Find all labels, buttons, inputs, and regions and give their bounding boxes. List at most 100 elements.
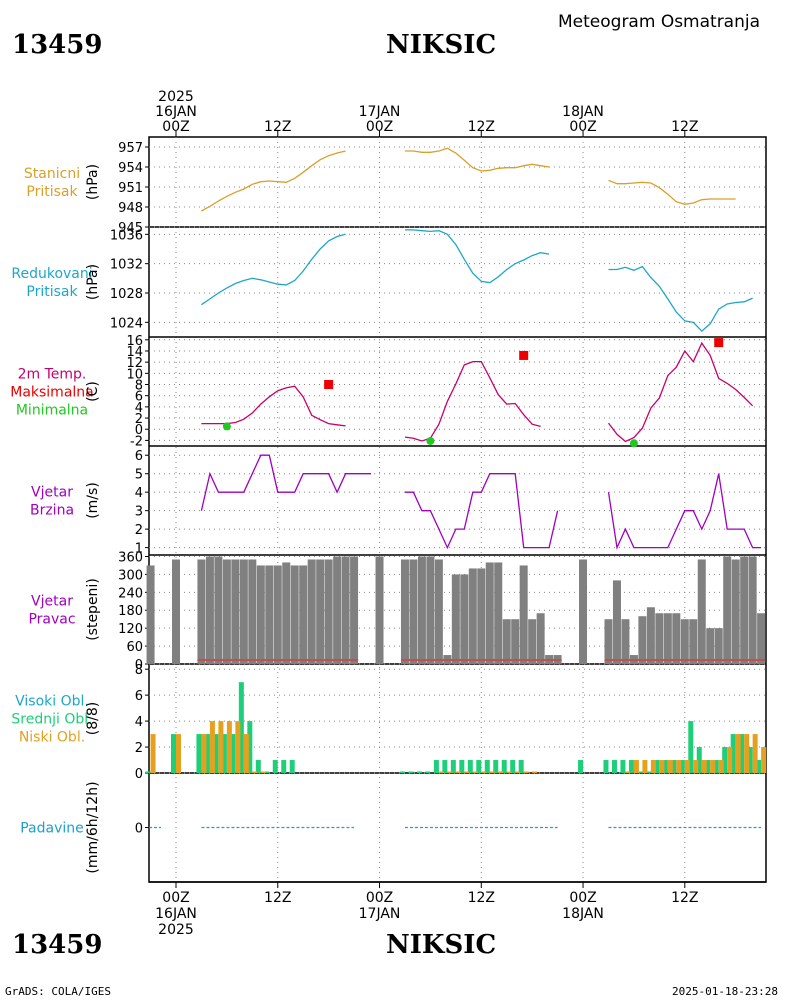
cloud-mid-bar: [739, 734, 745, 773]
cloud-mid-bar: [679, 760, 685, 773]
direction-bar: [731, 559, 740, 664]
tmin-marker: [426, 436, 435, 445]
cloud-mid-bar: [467, 760, 473, 773]
direction-bar: [468, 568, 477, 664]
value-tick-label: 8: [135, 663, 143, 678]
cloud-low-bar: [218, 721, 224, 773]
cloud-mid-bar: [171, 734, 176, 773]
panel-unit: (m/s): [85, 482, 101, 519]
cloud-mid-bar: [230, 734, 236, 773]
series-line-station_pressure-2: [608, 179, 736, 205]
cloud-low-bar: [447, 771, 453, 773]
value-tick-label: -2: [130, 434, 143, 449]
cloud-mid-bar: [637, 771, 643, 773]
cloud-mid-bar: [510, 760, 516, 773]
cloud-mid-bar: [730, 734, 736, 773]
cloud-low-bar: [260, 771, 266, 773]
value-tick-label: 951: [118, 181, 143, 196]
direction-bar: [757, 613, 766, 664]
cloud-mid-bar: [654, 760, 660, 773]
cloud-mid-bar: [433, 760, 439, 773]
top-time-label: 18JAN: [562, 104, 604, 120]
direction-bar: [231, 559, 240, 664]
series-line-reduced_pressure-2: [608, 265, 753, 332]
cloud-low-bar: [744, 734, 750, 773]
value-tick-label: 4: [135, 486, 143, 501]
panel-label: Minimalna: [16, 403, 88, 419]
direction-bar: [375, 556, 384, 664]
value-tick-label: 8: [135, 379, 143, 394]
cloud-mid-bar: [196, 734, 202, 773]
value-tick-label: 240: [118, 586, 143, 601]
value-tick-label: 2: [135, 741, 143, 756]
value-tick-label: 1032: [110, 258, 143, 273]
panel-label: Pravac: [28, 612, 75, 628]
direction-bar: [477, 568, 486, 664]
cloud-mid-bar: [221, 734, 227, 773]
cloud-low-bar: [523, 771, 529, 773]
value-tick-label: 1: [135, 542, 143, 557]
direction-bar: [502, 619, 511, 664]
cloud-low-bar: [659, 760, 665, 773]
direction-bar: [723, 556, 732, 664]
panel-clouds: 0 2 4 6 8 Visoki Obl. Srednji Obl. Niski Obl.(8…: [11, 663, 767, 782]
top-time-label: 00Z: [366, 119, 393, 135]
top-time-label: 16JAN: [155, 104, 197, 120]
bottom-time-label: 18JAN: [562, 906, 604, 922]
value-tick-label: 945: [118, 221, 143, 236]
value-tick-label: 4: [135, 715, 143, 730]
panel-unit: (hPa): [85, 264, 101, 300]
panel-label: Srednji Obl.: [11, 712, 92, 728]
direction-bar: [400, 559, 409, 664]
panel-station_pressure: 945 948 951 954 957 Stanicni Pritisak (hPa): [24, 141, 766, 236]
cloud-mid-bar: [145, 771, 151, 773]
top-time-label: 17JAN: [359, 104, 401, 120]
direction-bar: [511, 619, 520, 664]
value-tick-label: 6: [135, 689, 143, 704]
direction-bar: [740, 556, 749, 664]
cloud-mid-bar: [459, 760, 465, 773]
series-line-temperature-0: [201, 385, 346, 427]
cloud-mid-bar: [628, 760, 634, 773]
value-tick-label: 1024: [110, 316, 143, 331]
cloud-mid-bar: [671, 760, 677, 773]
panel-unit: (stepeni): [85, 578, 101, 641]
cloud-mid-bar: [272, 760, 278, 773]
panel-label: Maksimalna: [10, 385, 94, 401]
cloud-low-bar: [243, 734, 249, 773]
cloud-mid-bar: [611, 760, 617, 773]
cloud-mid-bar: [450, 760, 456, 773]
station-name-top: NIKSIC: [386, 30, 497, 60]
top-time-label: 12Z: [468, 119, 495, 135]
plot-title: Meteogram Osmatranja: [558, 12, 761, 32]
direction-bar: [307, 559, 316, 664]
cloud-low-bar: [489, 771, 495, 773]
tmin-marker: [222, 422, 231, 431]
cloud-low-bar: [667, 760, 673, 773]
cloud-low-bar: [498, 771, 504, 773]
value-tick-label: 1036: [110, 228, 143, 243]
cloud-mid-bar: [645, 771, 651, 773]
cloud-low-bar: [633, 760, 639, 773]
direction-bar: [146, 565, 155, 664]
value-tick-label: 2: [135, 523, 143, 538]
top-time-label: 00Z: [162, 119, 189, 135]
value-tick-label: 3: [135, 505, 143, 520]
panel-unit: (mm/6h/12h): [85, 781, 101, 873]
direction-bar: [197, 559, 206, 664]
direction-bar: [689, 619, 698, 664]
panel-wind_speed: 1 2 3 4 5 6 Vjetar Brzina (m/s): [30, 449, 766, 557]
value-tick-label: 957: [118, 141, 143, 156]
direction-bar: [621, 619, 630, 664]
direction-bar: [714, 628, 723, 664]
panel-label: Pritisak: [26, 184, 78, 200]
direction-bar: [256, 565, 265, 664]
panel-label: Vjetar: [31, 594, 73, 610]
station-name-bottom: NIKSIC: [386, 930, 497, 960]
direction-bar: [748, 556, 757, 664]
cloud-low-bar: [201, 734, 207, 773]
cloud-mid-bar: [722, 747, 728, 773]
value-tick-label: 5: [135, 468, 143, 483]
direction-bar: [519, 565, 528, 664]
